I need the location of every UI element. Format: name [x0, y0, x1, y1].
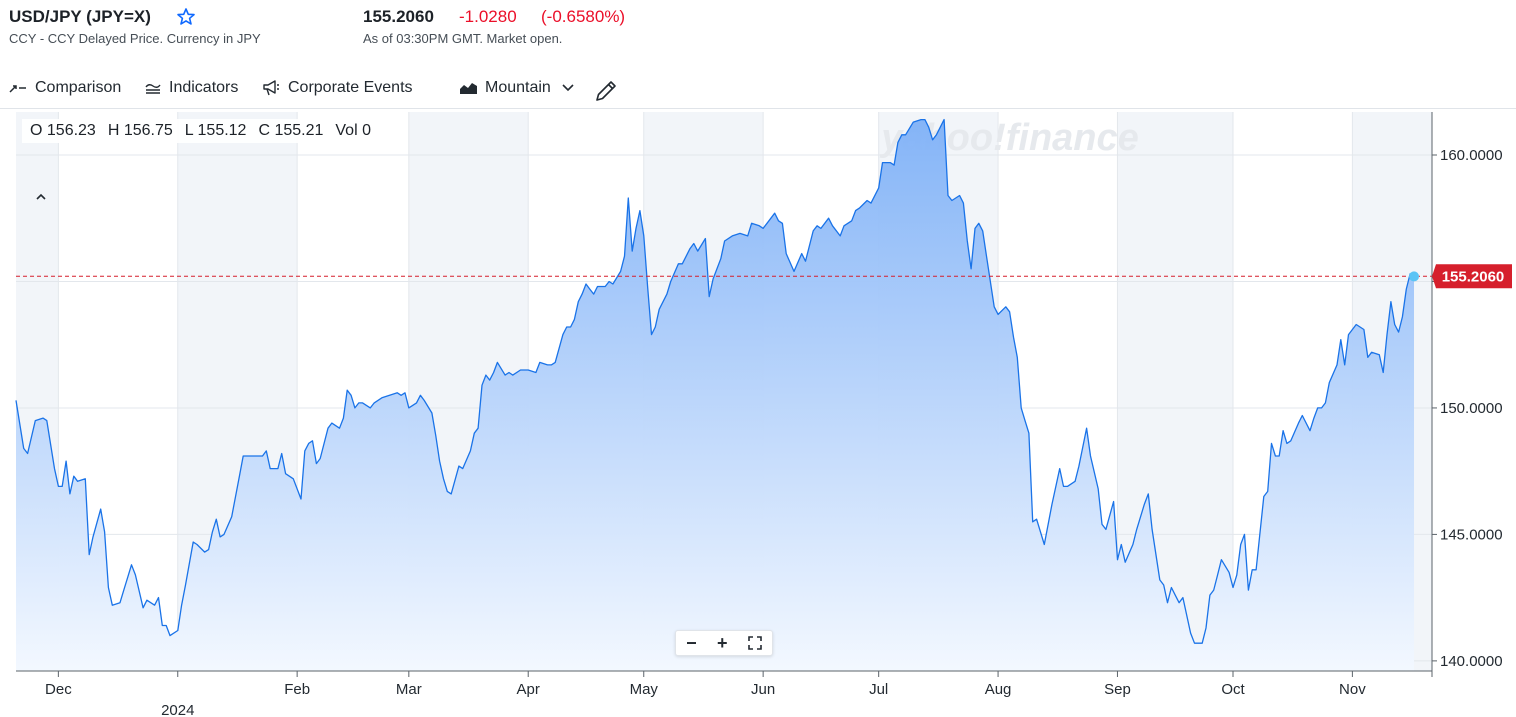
x-tick-label: May	[630, 681, 659, 698]
chevron-down-icon	[562, 84, 574, 92]
low-value: L 155.12	[184, 122, 247, 139]
corporate-events-button[interactable]: Corporate Events	[262, 79, 413, 97]
x-tick-label: Jun	[751, 681, 775, 698]
ohlc-readout: O 156.23 H 156.75 L 155.12 C 155.21 Vol …	[22, 119, 379, 143]
corporate-events-label: Corporate Events	[288, 79, 413, 96]
x-tick-label: Mar	[396, 681, 422, 698]
comparison-label: Comparison	[35, 79, 122, 96]
market-status: As of 03:30PM GMT. Market open.	[363, 31, 563, 46]
symbol-subtitle: CCY - CCY Delayed Price. Currency in JPY	[9, 31, 261, 46]
y-tick-label: 160.0000	[1440, 147, 1503, 164]
x-tick-label: Feb	[284, 681, 310, 698]
zoom-out-button[interactable]: −	[686, 633, 697, 653]
symbol-title: USD/JPY (JPY=X)	[9, 7, 151, 26]
comparison-icon	[9, 85, 26, 93]
y-tick-label: 150.0000	[1440, 400, 1503, 417]
chart-type-dropdown[interactable]: Mountain	[460, 79, 575, 97]
zoom-controls: − +	[675, 630, 773, 656]
draw-button[interactable]	[594, 79, 626, 103]
price-chart[interactable]: yahoo!finance 140.0000145.0000150.000015…	[0, 109, 1516, 717]
x-tick-label: Oct	[1221, 681, 1245, 698]
comparison-button[interactable]: Comparison	[9, 79, 121, 97]
star-icon[interactable]	[176, 7, 196, 27]
high-value: H 156.75	[107, 122, 173, 139]
price-change: -1.0280	[459, 7, 517, 26]
indicators-label: Indicators	[169, 79, 239, 96]
chevron-up-icon[interactable]	[34, 190, 48, 204]
chart-type-label: Mountain	[485, 79, 551, 96]
x-tick-label: 2024	[161, 702, 194, 717]
toolbar-divider	[0, 108, 1516, 109]
x-tick-label: Dec	[45, 681, 72, 698]
price-area-fill	[16, 119, 1414, 672]
x-tick-label: Sep	[1104, 681, 1131, 698]
current-price-tag: 155.2060	[1432, 264, 1512, 289]
x-tick-label: Aug	[985, 681, 1012, 698]
indicators-icon	[145, 84, 161, 94]
x-tick-label: Nov	[1339, 681, 1366, 698]
x-tick-label: Jul	[869, 681, 888, 698]
fullscreen-icon[interactable]	[748, 636, 762, 650]
price-line	[15, 118, 1415, 644]
pencil-icon	[596, 81, 616, 101]
megaphone-icon	[263, 80, 279, 96]
price-change-percent: (-0.6580%)	[541, 7, 626, 26]
current-price: 155.2060	[363, 7, 434, 26]
mountain-icon	[460, 83, 477, 94]
open-value: O 156.23	[30, 122, 96, 139]
y-tick-label: 145.0000	[1440, 526, 1503, 543]
last-price-dot	[1409, 271, 1419, 282]
price-tag-background	[1432, 264, 1512, 289]
chart-toolbar: Comparison Indicators Corporate Events M…	[0, 74, 1516, 104]
x-tick-label: Apr	[517, 681, 540, 698]
indicators-button[interactable]: Indicators	[145, 79, 238, 97]
close-value: C 155.21	[258, 122, 324, 139]
price-tag-label: 155.2060	[1442, 268, 1505, 285]
volume-value: Vol 0	[335, 122, 371, 139]
y-tick-label: 140.0000	[1440, 653, 1503, 670]
zoom-in-button[interactable]: +	[716, 633, 728, 653]
